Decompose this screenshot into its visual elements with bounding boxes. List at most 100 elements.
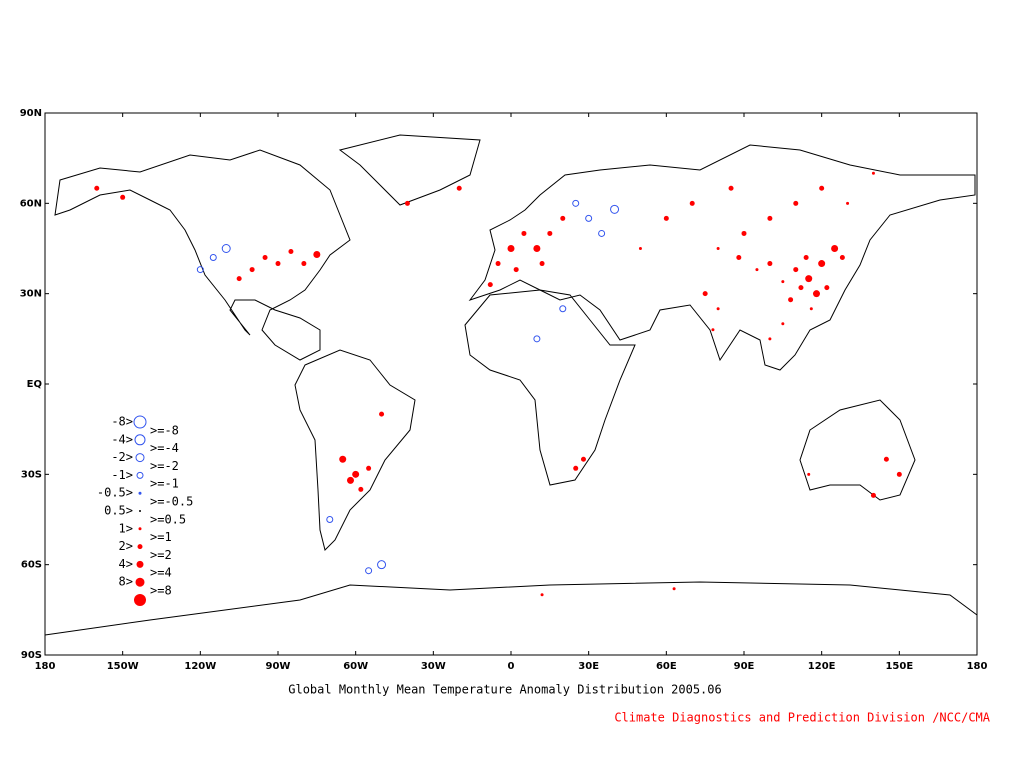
map-title: Global Monthly Mean Temperature Anomaly … (288, 683, 721, 697)
y-tick-label: 90N (20, 108, 42, 119)
station-dot (716, 307, 720, 311)
legend-symbol (134, 434, 146, 446)
station-dot (313, 251, 321, 259)
x-tick-label: 90E (734, 661, 755, 672)
africa (464, 289, 636, 486)
station-dot (377, 560, 387, 570)
station-dot (533, 245, 541, 252)
legend-left-label: 8> (119, 575, 133, 589)
station-dot (120, 194, 126, 200)
x-tick-label: 180 (35, 661, 56, 672)
legend-left-label: -8> (111, 415, 133, 429)
station-dot (803, 255, 809, 261)
station-dot (288, 249, 294, 255)
station-dot (352, 470, 360, 478)
y-tick-label: 60N (20, 198, 42, 209)
station-dot (798, 285, 804, 291)
station-dot (805, 275, 813, 283)
legend-symbol (138, 527, 142, 531)
legend-symbol (135, 453, 145, 463)
y-tick-label: 30N (20, 289, 42, 300)
station-dot (711, 328, 715, 332)
station-dot (547, 230, 553, 236)
station-dot (896, 471, 902, 477)
station-dot (249, 267, 255, 273)
legend-left-label: 0.5> (104, 504, 133, 518)
station-dot (339, 455, 347, 463)
legend-symbol (137, 544, 143, 550)
legend-left-label: 4> (119, 557, 133, 571)
legend-right-label: >=2 (150, 548, 172, 562)
x-tick-label: 30W (421, 661, 446, 672)
legend-right-label: >=4 (150, 566, 172, 580)
x-tick-label: 60E (656, 661, 677, 672)
station-dot (839, 255, 845, 261)
legend-symbol (135, 577, 145, 587)
station-dot (540, 593, 544, 597)
legend-symbol (136, 560, 144, 568)
station-dot (236, 276, 242, 282)
station-dot (573, 465, 579, 471)
station-dot (809, 307, 813, 311)
y-tick-label: 90S (21, 650, 42, 661)
y-tick-label: EQ (27, 379, 42, 390)
legend-right-label: >=-8 (150, 423, 179, 437)
legend-left-label: -0.5> (97, 486, 133, 500)
x-tick-label: 120W (184, 661, 216, 672)
station-dot (559, 305, 567, 313)
legend-right-label: >=-2 (150, 459, 179, 473)
station-dot (793, 200, 799, 206)
legend-right-label: >=-4 (150, 441, 179, 455)
station-dot (846, 201, 850, 205)
station-dot (716, 247, 720, 250)
station-dot (663, 215, 669, 221)
legend-symbol (133, 415, 147, 429)
north-america (54, 149, 351, 361)
credit: Climate Diagnostics and Prediction Divis… (614, 711, 990, 725)
legend-symbol (138, 491, 142, 495)
station-dot (819, 185, 825, 191)
station-dot (767, 215, 773, 221)
station-dot (767, 261, 773, 267)
legend-left-label: 2> (119, 539, 133, 553)
station-dot (379, 411, 385, 417)
station-dot (781, 280, 785, 284)
station-dot (585, 214, 593, 222)
x-tick-label: 120E (808, 661, 836, 672)
legend-right-label: >=8 (150, 584, 172, 598)
legend-left-label: -4> (111, 432, 133, 446)
station-dot (275, 261, 281, 267)
station-dot (301, 261, 307, 267)
station-dot (755, 268, 759, 272)
station-dot (196, 266, 204, 274)
x-tick-label: 0 (508, 661, 515, 672)
station-dot (366, 465, 372, 471)
station-dot (365, 567, 373, 575)
station-dot (818, 260, 826, 268)
station-dot (781, 322, 785, 326)
station-dot (824, 285, 830, 291)
station-dot (94, 185, 100, 191)
legend-left-label: -1> (111, 468, 133, 482)
station-dot (404, 200, 410, 206)
australia (799, 399, 916, 501)
x-tick-label: 150W (107, 661, 139, 672)
station-dot (831, 245, 839, 252)
station-dot (572, 199, 580, 207)
y-tick-label: 30S (21, 469, 42, 480)
station-dot (358, 486, 364, 492)
x-tick-label: 180 (967, 661, 988, 672)
station-dot (221, 244, 231, 253)
station-dot (610, 204, 620, 214)
station-dot (807, 472, 811, 476)
x-tick-label: 30E (578, 661, 599, 672)
map-frame (44, 112, 978, 656)
station-dot (495, 261, 501, 267)
y-tick-label: 60S (21, 560, 42, 571)
station-dot (598, 229, 606, 237)
station-dot (209, 254, 217, 262)
station-dot (539, 261, 545, 267)
x-tick-label: 60W (343, 661, 368, 672)
